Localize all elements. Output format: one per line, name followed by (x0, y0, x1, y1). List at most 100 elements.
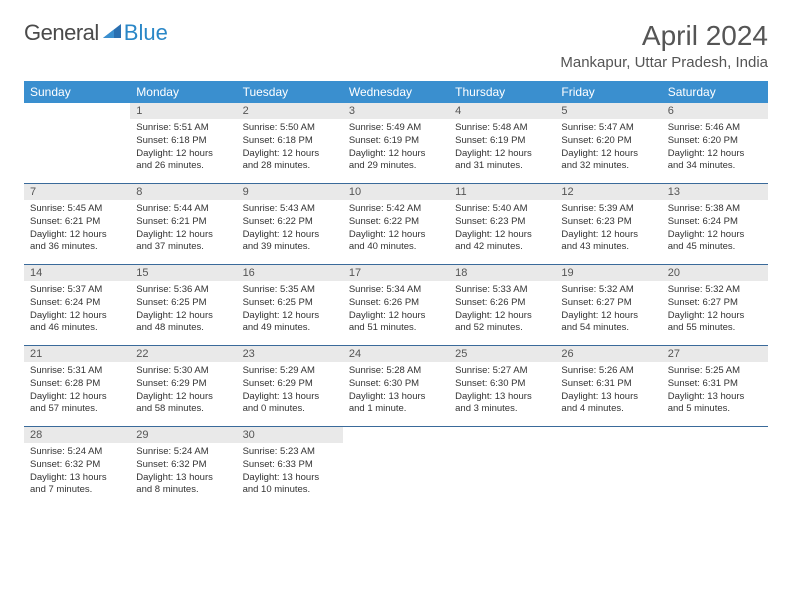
day-detail-line: Sunset: 6:30 PM (455, 378, 549, 391)
day-detail-line: Sunset: 6:31 PM (561, 378, 655, 391)
day-cell: 10Sunrise: 5:42 AMSunset: 6:22 PMDayligh… (343, 184, 449, 264)
day-number (24, 103, 130, 120)
day-detail-line: Daylight: 12 hours (243, 229, 337, 242)
day-cell: 19Sunrise: 5:32 AMSunset: 6:27 PMDayligh… (555, 265, 661, 345)
day-detail-line: Sunset: 6:20 PM (561, 135, 655, 148)
day-number: 10 (343, 184, 449, 200)
day-detail-line: Daylight: 12 hours (136, 148, 230, 161)
day-detail-line: and 32 minutes. (561, 160, 655, 173)
day-number (449, 427, 555, 444)
day-number: 8 (130, 184, 236, 200)
day-detail-line: Sunset: 6:26 PM (455, 297, 549, 310)
day-detail-line: Sunrise: 5:29 AM (243, 365, 337, 378)
day-cell: 6Sunrise: 5:46 AMSunset: 6:20 PMDaylight… (662, 103, 768, 183)
day-cell: 28Sunrise: 5:24 AMSunset: 6:32 PMDayligh… (24, 427, 130, 507)
day-detail-line: Sunset: 6:23 PM (561, 216, 655, 229)
day-detail-line: Sunrise: 5:36 AM (136, 284, 230, 297)
week-row: 14Sunrise: 5:37 AMSunset: 6:24 PMDayligh… (24, 265, 768, 346)
day-detail-line: Sunrise: 5:37 AM (30, 284, 124, 297)
day-detail-line: and 36 minutes. (30, 241, 124, 254)
day-detail-line: Daylight: 12 hours (243, 148, 337, 161)
day-cell: 23Sunrise: 5:29 AMSunset: 6:29 PMDayligh… (237, 346, 343, 426)
day-detail-line: and 7 minutes. (30, 484, 124, 497)
day-detail-line: Sunrise: 5:39 AM (561, 203, 655, 216)
day-number: 13 (662, 184, 768, 200)
calendar-page: General Blue April 2024 Mankapur, Uttar … (0, 0, 792, 527)
day-details: Sunrise: 5:42 AMSunset: 6:22 PMDaylight:… (343, 200, 449, 260)
day-detail-line: and 54 minutes. (561, 322, 655, 335)
day-cell: 9Sunrise: 5:43 AMSunset: 6:22 PMDaylight… (237, 184, 343, 264)
weekday-header-row: Sunday Monday Tuesday Wednesday Thursday… (24, 81, 768, 103)
day-number: 27 (662, 346, 768, 362)
day-cell: 8Sunrise: 5:44 AMSunset: 6:21 PMDaylight… (130, 184, 236, 264)
day-detail-line: and 37 minutes. (136, 241, 230, 254)
day-number: 6 (662, 103, 768, 119)
day-number: 16 (237, 265, 343, 281)
day-detail-line: Sunrise: 5:47 AM (561, 122, 655, 135)
day-detail-line: Sunrise: 5:50 AM (243, 122, 337, 135)
day-detail-line: and 42 minutes. (455, 241, 549, 254)
day-detail-line: Sunset: 6:24 PM (668, 216, 762, 229)
day-number: 29 (130, 427, 236, 443)
day-number: 26 (555, 346, 661, 362)
day-details: Sunrise: 5:40 AMSunset: 6:23 PMDaylight:… (449, 200, 555, 260)
day-detail-line: Sunset: 6:27 PM (668, 297, 762, 310)
day-details: Sunrise: 5:46 AMSunset: 6:20 PMDaylight:… (662, 119, 768, 179)
weekday-header: Monday (130, 81, 236, 103)
day-number: 24 (343, 346, 449, 362)
day-detail-line: Daylight: 12 hours (349, 310, 443, 323)
day-cell: 14Sunrise: 5:37 AMSunset: 6:24 PMDayligh… (24, 265, 130, 345)
day-detail-line: Sunrise: 5:32 AM (668, 284, 762, 297)
day-details: Sunrise: 5:48 AMSunset: 6:19 PMDaylight:… (449, 119, 555, 179)
day-number: 19 (555, 265, 661, 281)
day-cell: 17Sunrise: 5:34 AMSunset: 6:26 PMDayligh… (343, 265, 449, 345)
day-cell (449, 427, 555, 507)
day-detail-line: Daylight: 12 hours (561, 148, 655, 161)
day-cell: 15Sunrise: 5:36 AMSunset: 6:25 PMDayligh… (130, 265, 236, 345)
day-cell: 2Sunrise: 5:50 AMSunset: 6:18 PMDaylight… (237, 103, 343, 183)
day-details: Sunrise: 5:28 AMSunset: 6:30 PMDaylight:… (343, 362, 449, 422)
day-detail-line: Sunrise: 5:26 AM (561, 365, 655, 378)
day-details: Sunrise: 5:44 AMSunset: 6:21 PMDaylight:… (130, 200, 236, 260)
day-detail-line: and 1 minute. (349, 403, 443, 416)
day-detail-line: Daylight: 12 hours (668, 229, 762, 242)
day-detail-line: and 51 minutes. (349, 322, 443, 335)
day-detail-line: Sunrise: 5:48 AM (455, 122, 549, 135)
day-cell (24, 103, 130, 183)
day-detail-line: Daylight: 12 hours (455, 148, 549, 161)
day-detail-line: Daylight: 12 hours (30, 391, 124, 404)
day-number (343, 427, 449, 444)
day-cell: 29Sunrise: 5:24 AMSunset: 6:32 PMDayligh… (130, 427, 236, 507)
weekday-header: Saturday (662, 81, 768, 103)
day-cell: 12Sunrise: 5:39 AMSunset: 6:23 PMDayligh… (555, 184, 661, 264)
day-detail-line: Sunset: 6:32 PM (30, 459, 124, 472)
day-cell: 22Sunrise: 5:30 AMSunset: 6:29 PMDayligh… (130, 346, 236, 426)
day-detail-line: Sunrise: 5:49 AM (349, 122, 443, 135)
day-detail-line: Daylight: 12 hours (668, 148, 762, 161)
logo: General Blue (24, 20, 168, 46)
weeks-container: 1Sunrise: 5:51 AMSunset: 6:18 PMDaylight… (24, 103, 768, 507)
day-detail-line: Sunset: 6:27 PM (561, 297, 655, 310)
day-detail-line: Sunset: 6:25 PM (243, 297, 337, 310)
day-details: Sunrise: 5:34 AMSunset: 6:26 PMDaylight:… (343, 281, 449, 341)
weekday-header: Tuesday (237, 81, 343, 103)
day-detail-line: Daylight: 13 hours (455, 391, 549, 404)
day-cell: 13Sunrise: 5:38 AMSunset: 6:24 PMDayligh… (662, 184, 768, 264)
day-cell: 27Sunrise: 5:25 AMSunset: 6:31 PMDayligh… (662, 346, 768, 426)
day-detail-line: Sunrise: 5:31 AM (30, 365, 124, 378)
day-cell (662, 427, 768, 507)
day-number: 22 (130, 346, 236, 362)
day-detail-line: and 48 minutes. (136, 322, 230, 335)
day-details: Sunrise: 5:24 AMSunset: 6:32 PMDaylight:… (130, 443, 236, 503)
day-detail-line: and 46 minutes. (30, 322, 124, 335)
day-details: Sunrise: 5:30 AMSunset: 6:29 PMDaylight:… (130, 362, 236, 422)
day-cell: 18Sunrise: 5:33 AMSunset: 6:26 PMDayligh… (449, 265, 555, 345)
day-number: 7 (24, 184, 130, 200)
day-details: Sunrise: 5:23 AMSunset: 6:33 PMDaylight:… (237, 443, 343, 503)
day-detail-line: Sunrise: 5:51 AM (136, 122, 230, 135)
day-detail-line: and 0 minutes. (243, 403, 337, 416)
day-details: Sunrise: 5:25 AMSunset: 6:31 PMDaylight:… (662, 362, 768, 422)
day-cell: 3Sunrise: 5:49 AMSunset: 6:19 PMDaylight… (343, 103, 449, 183)
day-number: 18 (449, 265, 555, 281)
day-cell: 21Sunrise: 5:31 AMSunset: 6:28 PMDayligh… (24, 346, 130, 426)
